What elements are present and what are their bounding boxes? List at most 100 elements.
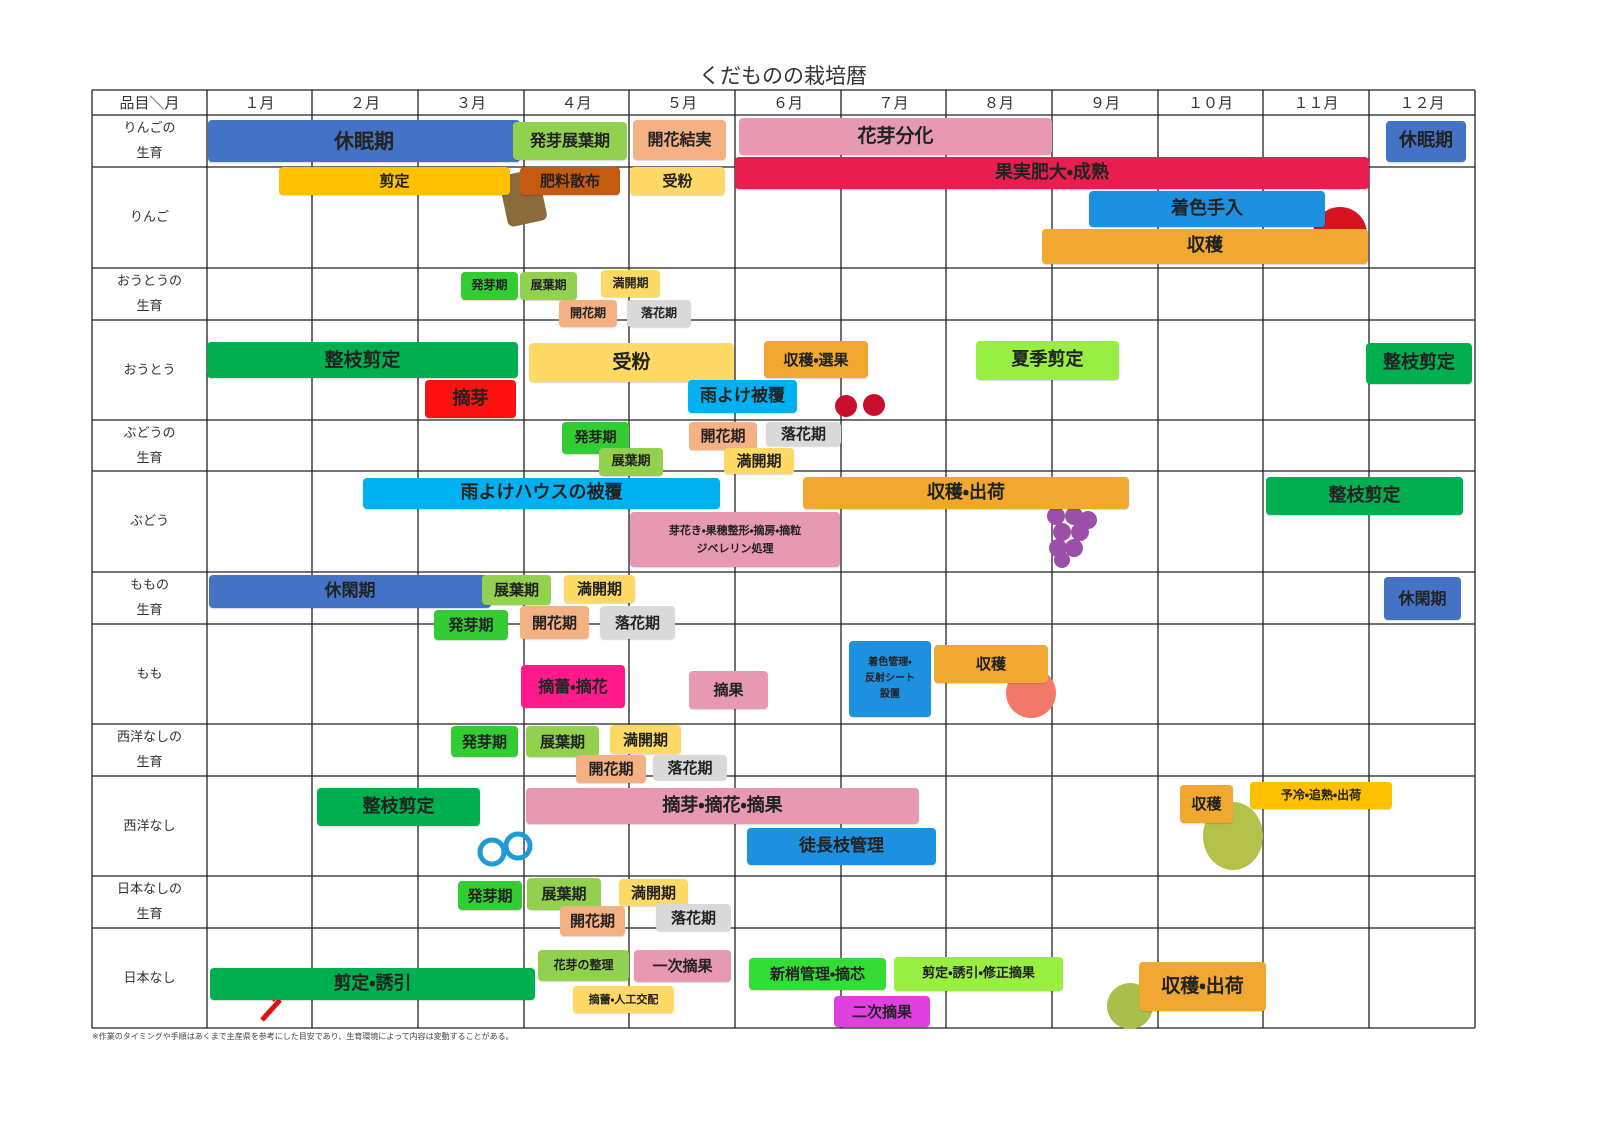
task-bar: 夏季剪定	[976, 341, 1119, 380]
row-label-line: りんごの	[123, 121, 176, 136]
task-bar: 肥料散布	[520, 167, 620, 195]
cherry	[863, 394, 885, 416]
task-bar: 落花期	[627, 300, 691, 327]
row-label-line: 西洋なし	[123, 818, 176, 834]
row-label-line: りんご	[129, 210, 169, 225]
task-bar: 落花期	[766, 422, 841, 446]
row-label: りんごの 生育	[92, 115, 207, 167]
task-bar: 発芽期	[451, 726, 518, 757]
month-header: ４月	[561, 94, 592, 112]
task-bar: 満開期	[724, 448, 794, 474]
month-header: ８月	[983, 94, 1014, 112]
task-bar-line: 芽花き・果穂整形・摘房・摘粒	[668, 523, 802, 537]
task-bar: 満開期	[601, 270, 660, 297]
task-bar: 発芽期	[458, 881, 522, 910]
task-bar: 展葉期	[482, 575, 551, 605]
row-label-line: 日本なし	[123, 970, 176, 986]
month-header: ７月	[878, 94, 909, 112]
task-bar: 一次摘果	[634, 950, 731, 982]
task-bar: 休眠期	[1386, 121, 1466, 162]
month-header: ５月	[666, 94, 697, 112]
task-bar-line: 設置	[880, 689, 900, 700]
task-bar: 発芽期	[461, 272, 518, 300]
row-label-line: ももの	[129, 578, 169, 593]
task-bar: 予冷・追熟・出荷	[1250, 782, 1392, 809]
row-label-line: 日本なしの	[116, 882, 182, 897]
task-bar: 休眠期	[208, 120, 520, 162]
task-bar: 整枝剪定	[1366, 343, 1472, 384]
task-bar: 花芽分化	[739, 118, 1052, 155]
row-label: おうとうの 生育	[92, 268, 207, 320]
row-label: りんご	[92, 167, 207, 268]
task-bar: 開花期	[559, 300, 617, 327]
row-label: おうとう	[92, 320, 207, 420]
task-bar: 収穫・出荷	[803, 477, 1129, 509]
task-bar: 開花期	[520, 606, 589, 639]
row-label: もも	[92, 624, 207, 724]
task-bar: 摘芽・摘花・摘果	[526, 788, 919, 824]
row-label-line: ぶどう	[129, 514, 169, 529]
note: ※作業のタイミングや手順はあくまで主産県を参考にした目安であり、生育環境によって…	[92, 1032, 514, 1041]
task-bar: 受粉	[630, 167, 725, 195]
cherry	[835, 395, 857, 417]
task-bar-line: ジベレリン処理	[696, 541, 774, 555]
grapes	[1047, 507, 1097, 568]
row-label: 日本なしの 生育	[92, 876, 207, 928]
task-bar: 花芽の整理	[538, 950, 629, 981]
task-bar: 発芽期	[434, 610, 508, 640]
task-bar: 開花期	[689, 422, 757, 450]
task-bar: 雨よけハウスの被覆	[363, 478, 720, 509]
month-header: １月	[244, 94, 275, 112]
scissors	[477, 837, 507, 867]
task-bar: 満開期	[610, 725, 681, 754]
row-label: 西洋なしの 生育	[92, 724, 207, 776]
row-label: ぶどう	[92, 471, 207, 572]
task-bar: 整枝剪定	[1266, 477, 1463, 515]
row-label-line: 生育	[136, 755, 163, 770]
task-bar: 剪定・誘引	[210, 968, 535, 1000]
task-bar: 果実肥大・成熟	[735, 157, 1369, 189]
task-bar: 満開期	[564, 575, 635, 603]
task-bar: 摘蕾・摘花	[521, 665, 625, 708]
task-bar: 展葉期	[599, 448, 663, 476]
task-bar: 摘蕾・人工交配	[573, 986, 674, 1013]
month-header: １１月	[1293, 94, 1339, 112]
task-bar: 開花期	[560, 906, 625, 936]
task-bar: 休閑期	[1384, 577, 1461, 620]
task-bar: 開花期	[576, 755, 646, 783]
row-label: ももの 生育	[92, 572, 207, 624]
illustrations	[260, 169, 1367, 1029]
task-bar: 整枝剪定	[207, 342, 518, 378]
task-bar: 収穫・選果	[764, 341, 868, 378]
task-bar: 収穫・出荷	[1139, 962, 1266, 1011]
task-bar-line: 反射シート	[865, 673, 915, 684]
row-label-line: おうとう	[123, 362, 176, 378]
task-bar: 収穫	[1042, 229, 1368, 264]
task-bar: 摘果	[689, 671, 768, 709]
task-bar: 摘芽	[425, 380, 516, 418]
row-label-line: 生育	[136, 603, 163, 618]
task-bar: 剪定・誘引・修正摘果	[894, 957, 1063, 991]
row-label-line: 生育	[136, 450, 163, 466]
month-header: ９月	[1089, 94, 1120, 112]
task-bar: 徒長枝管理	[747, 828, 936, 865]
task-bar: 休閑期	[209, 575, 491, 608]
task-bar: 収穫	[934, 645, 1048, 683]
task-bar: 二次摘果	[834, 996, 930, 1027]
scissors	[503, 831, 533, 861]
task-bar: 開花結実	[633, 120, 726, 160]
month-header: ６月	[772, 94, 803, 112]
row-label-line: 西洋なしの	[116, 730, 182, 745]
task-bar: 雨よけ被覆	[688, 380, 797, 413]
row-label-line: おうとうの	[116, 274, 182, 289]
row-label-line: 生育	[136, 299, 163, 314]
row-label: 日本なし	[92, 928, 207, 1028]
task-bar: 落花期	[656, 904, 731, 931]
month-header: １２月	[1399, 94, 1445, 112]
task-bar: 芽花き・果穂整形・摘房・摘粒 ジベレリン処理	[630, 512, 840, 567]
task-bar: 収穫	[1180, 785, 1233, 823]
task-bar: 着色管理・ 反射シート 設置	[849, 641, 931, 717]
task-bar: 展葉期	[520, 272, 577, 300]
month-header: ２月	[349, 94, 380, 112]
